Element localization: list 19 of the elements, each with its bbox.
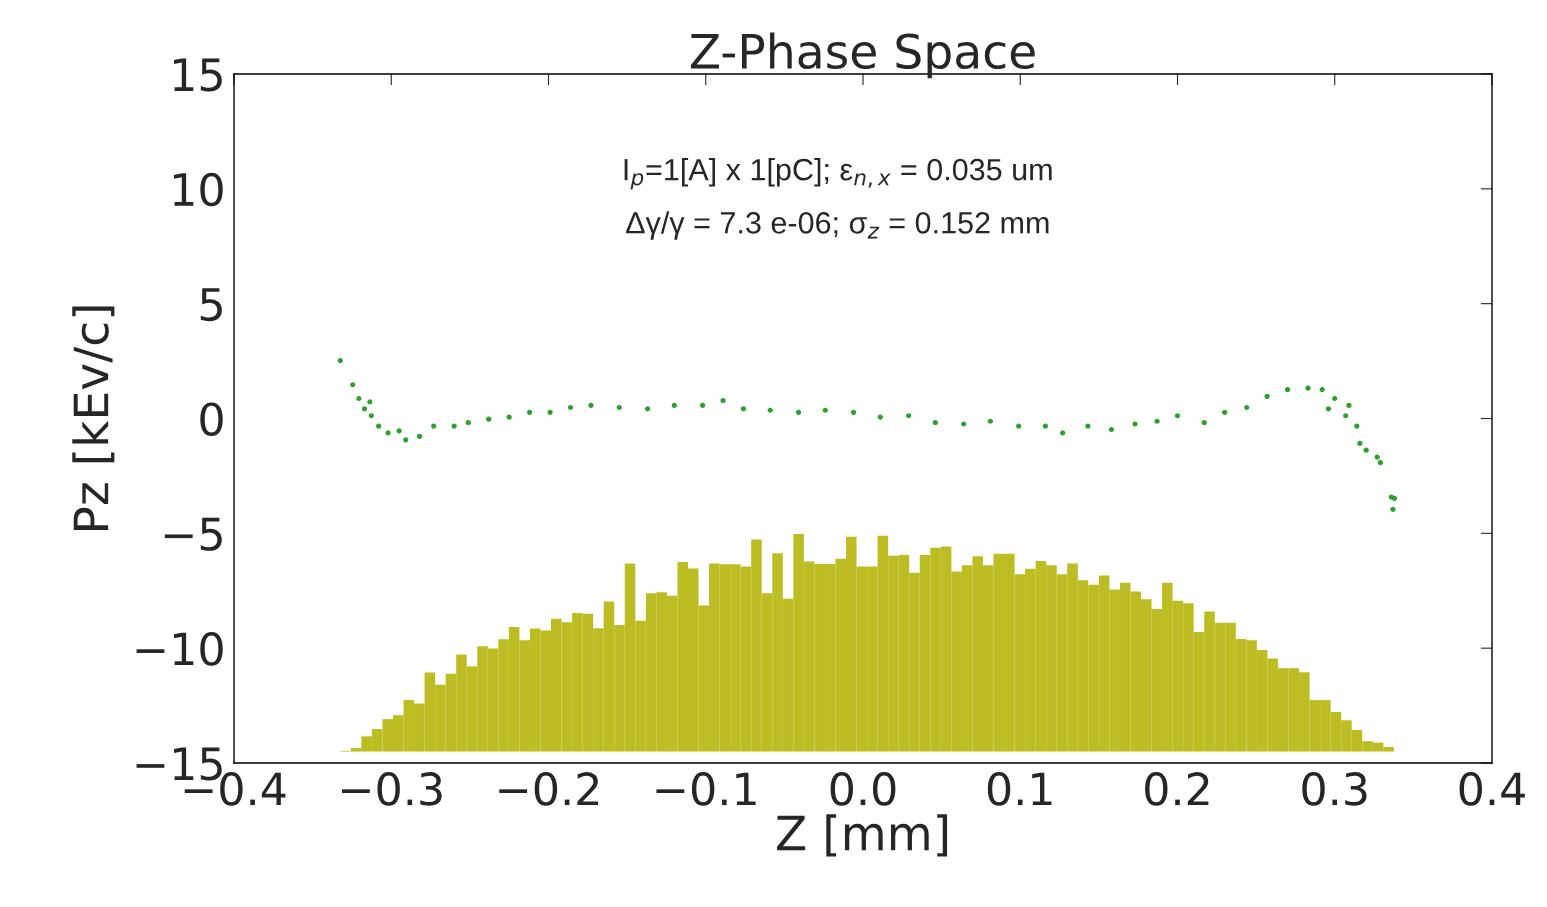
- x-tick-label: 0.4: [1459, 772, 1525, 806]
- x-tick-label: 0.2: [1145, 772, 1209, 806]
- x-tick-label: −0.1: [656, 772, 756, 806]
- x-tick-label: 0.1: [987, 772, 1052, 806]
- x-tick-label: 0.0: [830, 772, 896, 806]
- x-tick-label: 0.3: [1302, 772, 1367, 806]
- y-tick-label: 10: [173, 172, 223, 207]
- y-tick-label: −10: [136, 632, 223, 666]
- x-tick-label: −0.3: [342, 772, 442, 806]
- x-axis-title: Z [mm]: [777, 814, 948, 857]
- y-axis-title: Pz [kEv/c]: [72, 306, 115, 530]
- chart-title: Z-Phase Space: [690, 32, 1035, 79]
- annotation: I$_{p}$=1[A] x 1[pC]; ε$_{n,x}$ = 0.035 um: [624, 158, 1052, 190]
- y-tick-label: −5: [164, 517, 222, 551]
- y-tick-label: 15: [173, 58, 222, 92]
- y-tick-label: 5: [200, 288, 222, 322]
- x-tick-label: −0.2: [499, 772, 599, 806]
- annotation: Δγ/γ = 7.3 e-06; σ$_{z}$ = 0.152 mm: [626, 211, 1049, 240]
- y-tick-label: 0: [200, 402, 223, 437]
